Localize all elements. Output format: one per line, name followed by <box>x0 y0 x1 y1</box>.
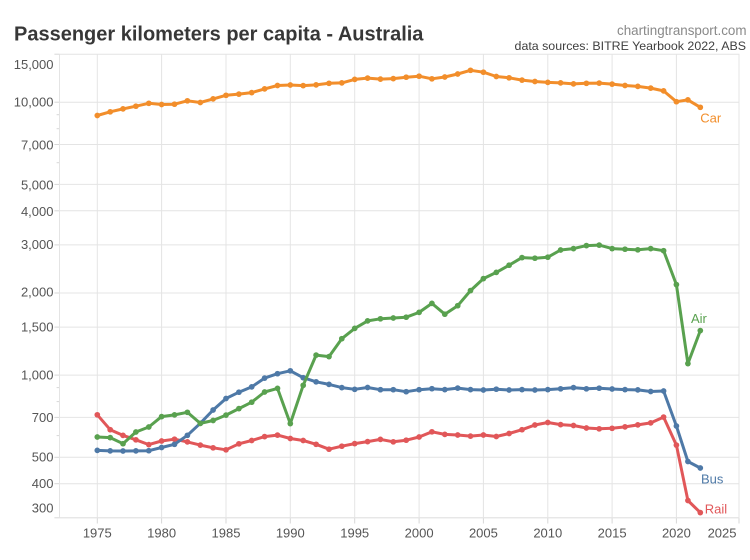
svg-text:4,000: 4,000 <box>21 204 54 219</box>
svg-text:Bus: Bus <box>701 472 724 487</box>
svg-text:1990: 1990 <box>276 526 305 541</box>
svg-text:Passenger kilometers per capit: Passenger kilometers per capita - Austra… <box>14 24 424 46</box>
svg-text:chartingtransport.com: chartingtransport.com <box>617 23 747 38</box>
svg-text:1980: 1980 <box>147 526 176 541</box>
svg-text:2015: 2015 <box>598 526 627 541</box>
svg-text:700: 700 <box>32 410 54 425</box>
svg-text:data sources: BITRE Yearbook 2: data sources: BITRE Yearbook 2022, ABS <box>515 39 746 53</box>
svg-text:2025: 2025 <box>708 526 737 541</box>
svg-text:7,000: 7,000 <box>21 137 54 152</box>
svg-text:2010: 2010 <box>533 526 562 541</box>
svg-text:3,000: 3,000 <box>21 237 54 252</box>
svg-text:1995: 1995 <box>340 526 369 541</box>
svg-text:15,000: 15,000 <box>14 57 54 72</box>
svg-text:400: 400 <box>32 476 54 491</box>
svg-text:1,000: 1,000 <box>21 368 54 383</box>
svg-text:Air: Air <box>691 311 708 326</box>
svg-text:1,500: 1,500 <box>21 320 54 335</box>
svg-text:300: 300 <box>32 501 54 516</box>
svg-text:5,000: 5,000 <box>21 177 54 192</box>
svg-text:Car: Car <box>700 111 722 126</box>
svg-text:1985: 1985 <box>212 526 241 541</box>
svg-text:2,000: 2,000 <box>21 284 54 299</box>
svg-text:500: 500 <box>32 449 54 464</box>
svg-text:2005: 2005 <box>469 526 498 541</box>
svg-text:1975: 1975 <box>83 526 112 541</box>
svg-text:2000: 2000 <box>405 526 434 541</box>
svg-text:10,000: 10,000 <box>14 95 54 110</box>
svg-text:Rail: Rail <box>705 502 728 517</box>
svg-text:2020: 2020 <box>662 526 691 541</box>
